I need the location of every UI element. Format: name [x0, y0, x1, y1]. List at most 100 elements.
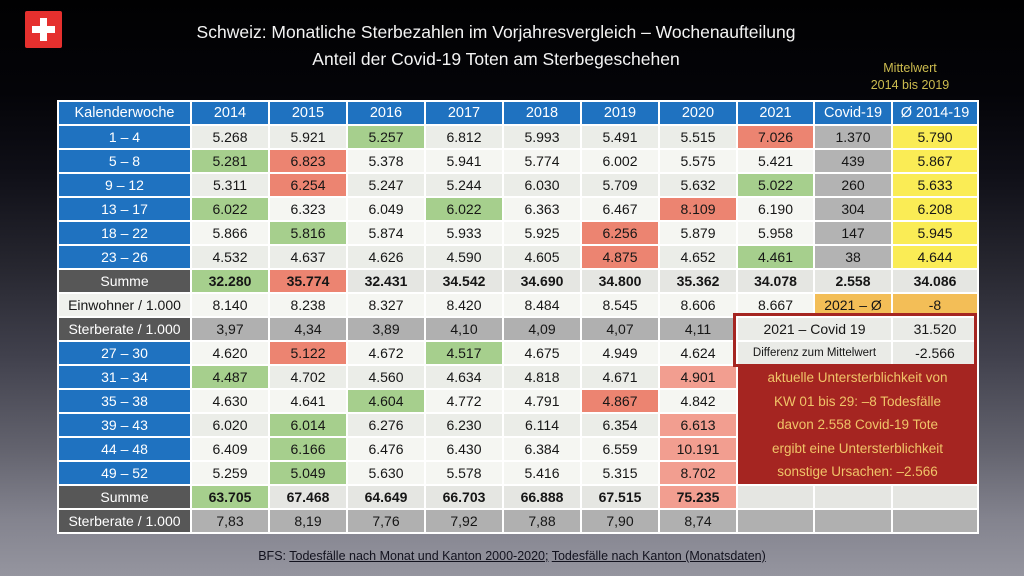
row-label: 13 – 17 [57, 196, 192, 222]
undermortality-note-line: sonstige Ursachen: –2.566 [777, 464, 938, 480]
table-cell: 6.254 [268, 172, 348, 198]
undermortality-note-line: davon 2.558 Covid-19 Tote [776, 417, 939, 433]
table-row: 9 – 12 5.311 6.254 5.247 5.244 6.030 5.709 5.63… [57, 172, 979, 198]
table-cell: 5.874 [346, 220, 426, 246]
table-cell: 8.667 [736, 292, 815, 318]
table-cell: 3,97 [190, 316, 270, 342]
row-label: Summe [57, 484, 192, 510]
table-row: 31 – 34 4.487 4.702 4.560 4.634 4.818 4.671 4.9… [57, 364, 979, 486]
table-cell: 34.542 [424, 268, 504, 294]
table-cell: 5.790 [891, 124, 979, 150]
undermortality-note-line: aktuelle Untersterblichkeit von [767, 370, 948, 386]
table-cell: 4.517 [424, 340, 504, 366]
table-cell: 4.487 [190, 364, 270, 390]
table-cell: 35.774 [268, 268, 348, 294]
table-cell: 4,09 [502, 316, 582, 342]
table-cell: 5.816 [268, 220, 348, 246]
row-label: 23 – 26 [57, 244, 192, 270]
table-cell: 8.420 [424, 292, 504, 318]
table-cell: 7,88 [502, 508, 582, 534]
source-link-monat-kanton[interactable]: Todesfälle nach Monat und Kanton 2000-20… [289, 549, 549, 563]
table-cell: 4.842 [658, 388, 738, 414]
column-header: Kalenderwoche [57, 100, 192, 126]
source-link-kanton-monatsdaten[interactable]: Todesfälle nach Kanton (Monatsdaten) [551, 549, 766, 563]
row-label: 35 – 38 [57, 388, 192, 414]
page-title: Schweiz: Monatliche Sterbezahlen im Vorj… [0, 19, 992, 73]
table-cell: 8.238 [268, 292, 348, 318]
table-row: 18 – 22 5.866 5.816 5.874 5.933 5.925 6.256 5.8… [57, 220, 979, 246]
table-cell: 8.702 [658, 460, 738, 486]
row-label: Sterberate / 1.000 [57, 316, 192, 342]
table-cell: 6.409 [190, 436, 270, 462]
table-row: 35 – 38 4.630 4.641 4.604 4.772 4.791 4.867 4.8… [57, 388, 978, 414]
table-cell: 4.675 [502, 340, 582, 366]
table-cell: 5.867 [891, 148, 979, 174]
table-cell [736, 508, 815, 534]
table-cell [736, 484, 815, 510]
row-label: Sterberate / 1.000 [57, 508, 192, 534]
table-cell: -8 [891, 292, 979, 318]
table-cell: 4.641 [268, 388, 348, 414]
table-cell: 5.993 [502, 124, 582, 150]
table-cell: 5.630 [346, 460, 426, 486]
table-row: Einwohner / 1.000 8.140 8.238 8.327 8.420 8.4… [57, 292, 979, 318]
column-header: Covid-19 [813, 100, 893, 126]
table-cell: 5.378 [346, 148, 426, 174]
table-cell: 6.014 [268, 412, 348, 438]
column-header: 2020 [658, 100, 738, 126]
table-cell: 67.515 [580, 484, 660, 510]
table-cell: 10.191 [658, 436, 738, 462]
table-cell: 6.114 [502, 412, 582, 438]
table-cell: 4,07 [580, 316, 660, 342]
column-header: 2018 [502, 100, 582, 126]
table-cell: 5.022 [736, 172, 815, 198]
table-cell: 5.311 [190, 172, 270, 198]
table-cell: 6.559 [580, 436, 660, 462]
table-cell: 6.230 [424, 412, 504, 438]
table-row: 39 – 43 6.020 6.014 6.276 6.230 6.114 6.354 6.6… [57, 412, 978, 438]
table-cell: 8.545 [580, 292, 660, 318]
deaths-table: Kalenderwoche 2014 2015 2016 2017 2018 2019 202… [57, 100, 979, 534]
table-cell: 6.354 [580, 412, 660, 438]
table-cell: 7,76 [346, 508, 426, 534]
table-row: Summe 32.280 35.774 32.431 34.542 34.690 34.80… [57, 268, 979, 294]
table-cell: 6.208 [891, 196, 979, 222]
table-cell: 5.491 [580, 124, 660, 150]
table-cell: 5.633 [891, 172, 979, 198]
table-cell: 5.421 [736, 148, 815, 174]
table-cell: 5.578 [424, 460, 504, 486]
table-cell: 5.416 [502, 460, 582, 486]
table-cell: -2.566 [891, 340, 979, 366]
table-cell: 4.624 [658, 340, 738, 366]
table-cell: 6.002 [580, 148, 660, 174]
table-cell: 5.268 [190, 124, 270, 150]
table-row: 44 – 48 6.409 6.166 6.476 6.430 6.384 6.559 10.… [57, 436, 978, 462]
table-cell: 8.606 [658, 292, 738, 318]
table-cell: 5.921 [268, 124, 348, 150]
table-row: 27 – 30 4.620 5.122 4.672 4.517 4.675 4.949 4.6… [57, 340, 979, 366]
table-cell: 4.620 [190, 340, 270, 366]
table-cell: 75.235 [658, 484, 738, 510]
table-cell: 5.281 [190, 148, 270, 174]
table-cell: 8,74 [658, 508, 738, 534]
table-cell: 38 [813, 244, 893, 270]
table-cell: 5.315 [580, 460, 660, 486]
table-cell: 4.867 [580, 388, 660, 414]
table-cell: 147 [813, 220, 893, 246]
table-cell: 4.949 [580, 340, 660, 366]
column-header: 2015 [268, 100, 348, 126]
table-cell: 4.630 [190, 388, 270, 414]
table-cell: 5.259 [190, 460, 270, 486]
column-header: 2017 [424, 100, 504, 126]
table-cell: 67.468 [268, 484, 348, 510]
table-cell: 35.362 [658, 268, 738, 294]
table-cell: 6.022 [424, 196, 504, 222]
table-cell: 7.026 [736, 124, 815, 150]
table-cell: 4.672 [346, 340, 426, 366]
table-cell: 5.933 [424, 220, 504, 246]
mittelwert-line-2: 2014 bis 2019 [870, 78, 950, 92]
table-cell: 4.791 [502, 388, 582, 414]
table-row: 13 – 17 6.022 6.323 6.049 6.022 6.363 6.467 8.1… [57, 196, 979, 222]
row-label: 27 – 30 [57, 340, 192, 366]
table-cell: 34.078 [736, 268, 815, 294]
